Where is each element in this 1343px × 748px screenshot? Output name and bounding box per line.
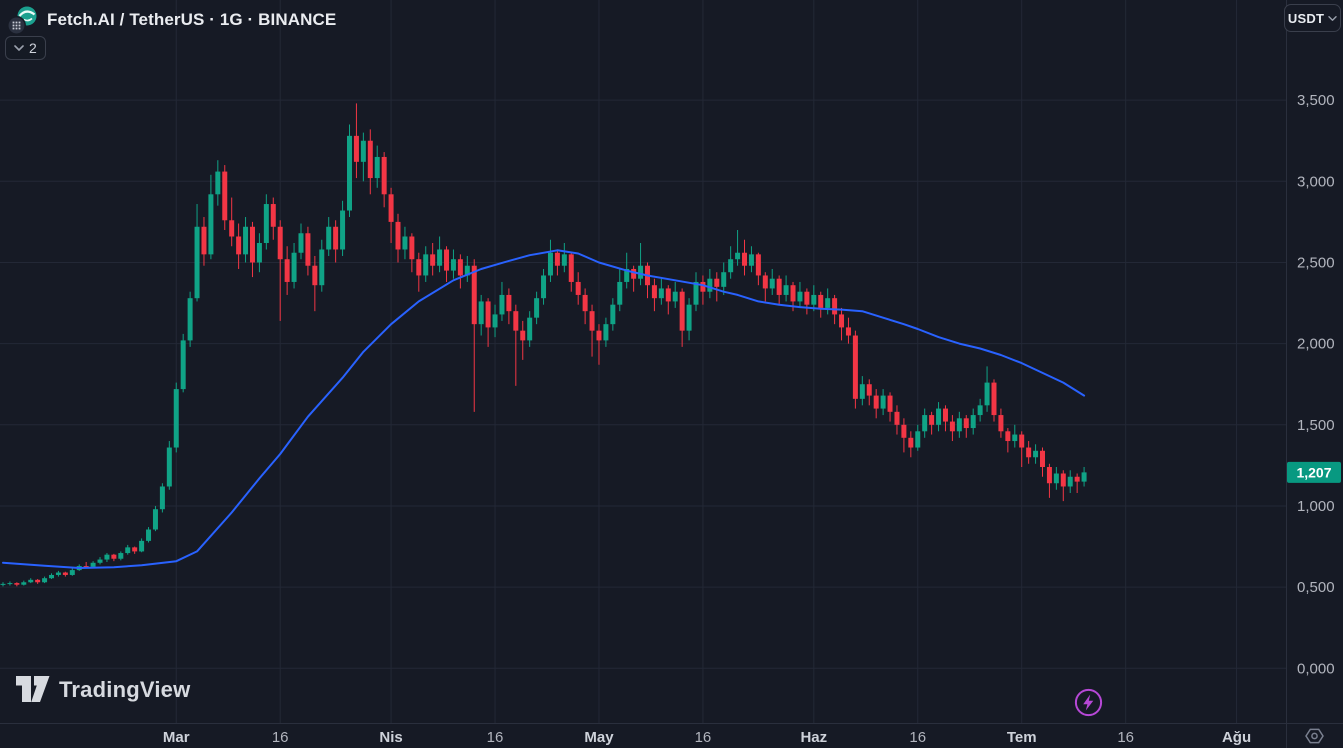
svg-text:16: 16 [487, 729, 504, 746]
svg-text:2,500: 2,500 [1297, 254, 1335, 271]
time-axis[interactable]: Mar 16 Nis 16 May 16 Haz 16 Tem 16 Ağu [163, 729, 1251, 746]
svg-text:Tem: Tem [1007, 729, 1037, 746]
legend-collapse-badge[interactable]: 2 [5, 36, 46, 60]
svg-text:16: 16 [1117, 729, 1134, 746]
svg-text:1,500: 1,500 [1297, 417, 1335, 434]
svg-text:16: 16 [695, 729, 712, 746]
axis-settings-button[interactable] [1304, 727, 1325, 748]
lightning-icon [1074, 688, 1103, 717]
svg-text:16: 16 [272, 729, 289, 746]
svg-text:1,000: 1,000 [1297, 498, 1335, 515]
ma-line[interactable] [2, 249, 1086, 569]
svg-text:Nis: Nis [379, 729, 402, 746]
quote-currency-label: USDT [1287, 10, 1325, 26]
tradingview-mark-icon [16, 676, 50, 703]
tradingview-logo[interactable]: TradingView [16, 676, 190, 703]
chevron-down-icon [1328, 16, 1337, 21]
svg-text:3,500: 3,500 [1297, 92, 1335, 109]
symbol-header[interactable]: Fetch.AI / TetherUS · 1G · BINANCE [6, 5, 336, 35]
fetch-ai-logo-icon [6, 5, 38, 35]
svg-text:3,000: 3,000 [1297, 173, 1335, 190]
last-price-badge: 1,207 [1287, 461, 1341, 483]
svg-text:1,207: 1,207 [1296, 464, 1331, 480]
svg-text:Ağu: Ağu [1222, 729, 1251, 746]
boost-button[interactable] [1074, 688, 1103, 717]
svg-text:0,000: 0,000 [1297, 660, 1335, 677]
candles-layer[interactable] [0, 103, 1087, 587]
svg-text:2,000: 2,000 [1297, 336, 1335, 353]
svg-text:0,500: 0,500 [1297, 579, 1335, 596]
hexagon-settings-icon [1305, 728, 1324, 744]
quote-currency-button[interactable]: USDT [1284, 4, 1341, 32]
svg-text:May: May [584, 729, 614, 746]
grid-layer [0, 0, 1286, 723]
svg-text:Haz: Haz [800, 729, 827, 746]
legend-count: 2 [29, 40, 37, 56]
svg-text:Mar: Mar [163, 729, 190, 746]
price-axis[interactable]: 3,500 3,000 2,500 2,000 1,500 1,000 0,500 0,000 [1297, 92, 1335, 677]
svg-text:16: 16 [909, 729, 926, 746]
symbol-title[interactable]: Fetch.AI / TetherUS · 1G · BINANCE [47, 10, 337, 29]
tradingview-brand-text: TradingView [59, 676, 191, 702]
chevron-down-icon [14, 45, 24, 51]
